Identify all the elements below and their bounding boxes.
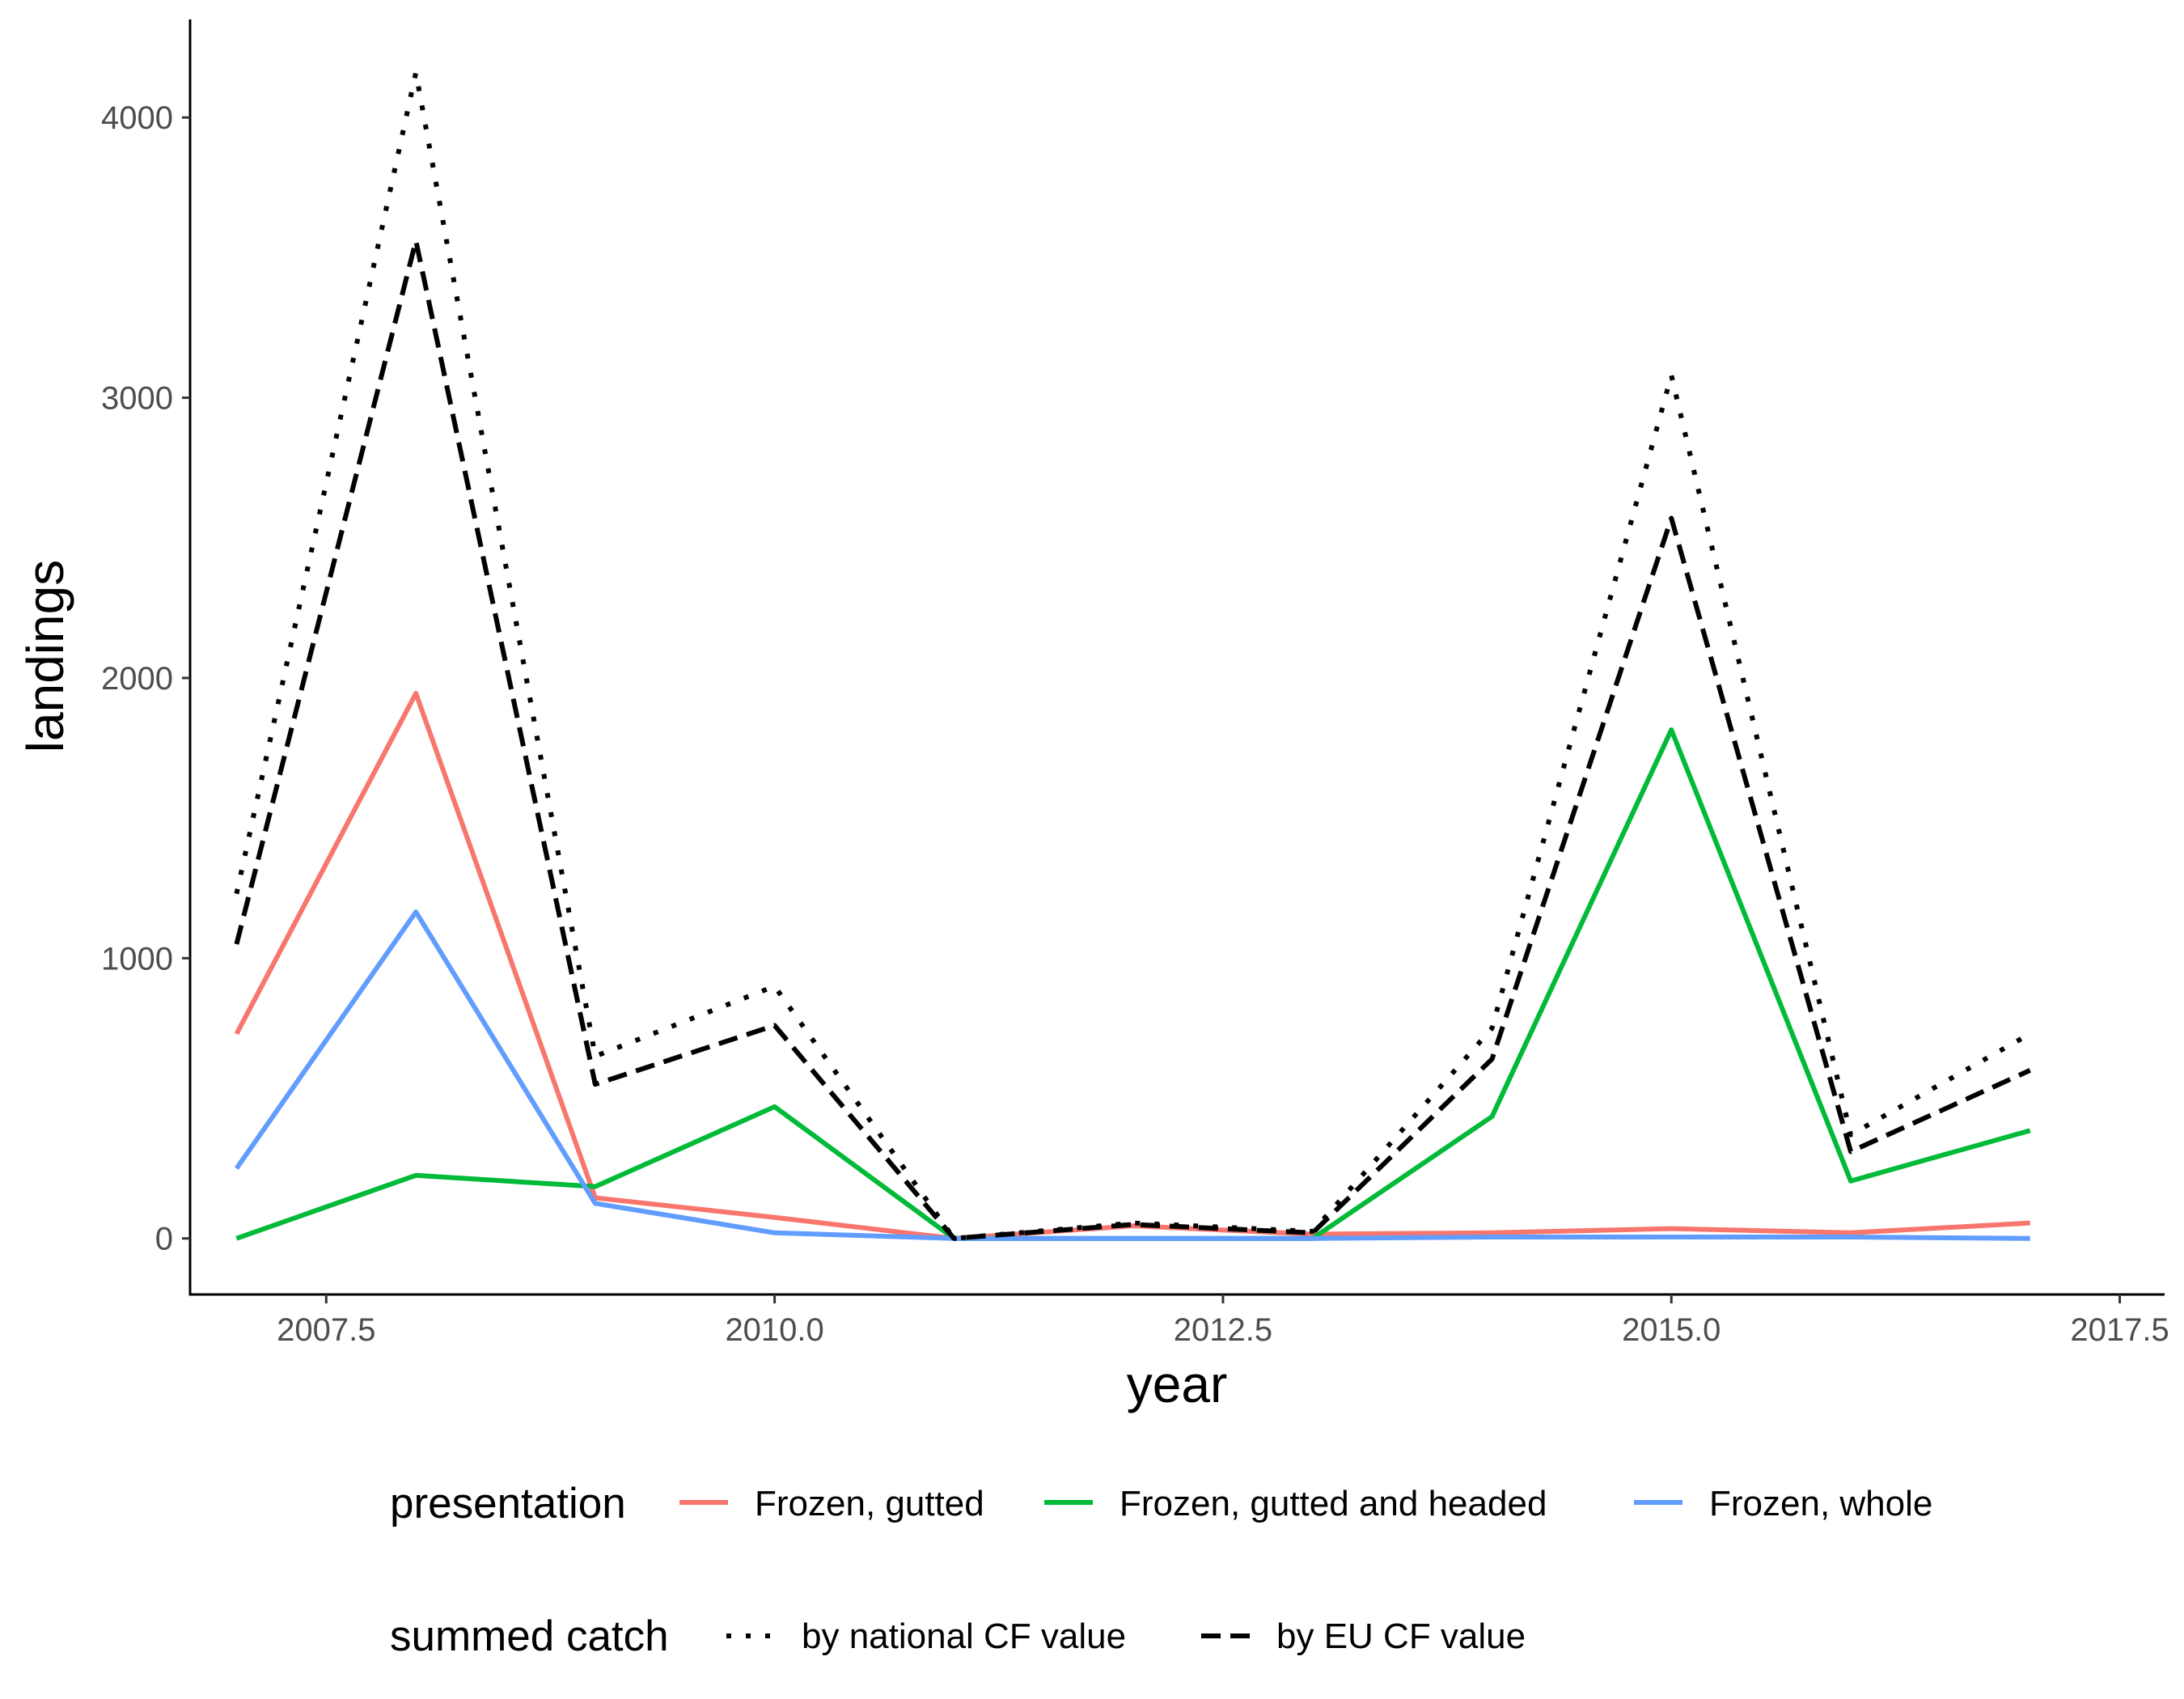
- x-tick-label: 2010.0: [725, 1312, 823, 1348]
- legend-label-frozen-gutted: Frozen, gutted: [755, 1484, 984, 1523]
- y-ticks: 0 1000 2000 3000 4000: [101, 100, 190, 1257]
- x-axis-title: year: [1127, 1355, 1228, 1413]
- y-tick-label: 1000: [101, 941, 173, 977]
- x-tick-label: 2017.5: [2070, 1312, 2169, 1348]
- legend-label-frozen-whole: Frozen, whole: [1709, 1484, 1932, 1523]
- series-line-frozen-gutted-and-headed: [235, 727, 2031, 1241]
- x-tick-label: 2012.5: [1174, 1312, 1272, 1348]
- legend-title-summed-catch: summed catch: [390, 1612, 669, 1660]
- y-tick-label: 0: [155, 1222, 173, 1257]
- legend-label-eu-cf: by EU CF value: [1276, 1616, 1526, 1656]
- legend-label-frozen-gutted-and-headed: Frozen, gutted and headed: [1120, 1484, 1547, 1523]
- y-tick-label: 2000: [101, 661, 173, 697]
- series-layer: [234, 70, 2032, 1241]
- x-tick-label: 2007.5: [277, 1312, 375, 1348]
- legend-title-presentation: presentation: [390, 1480, 626, 1527]
- y-tick-label: 3000: [101, 381, 173, 417]
- x-ticks: 2007.5 2010.0 2012.5 2015.0 2017.5: [277, 1294, 2169, 1348]
- legend-summed-catch: summed catch by national CF value by EU …: [390, 1612, 1526, 1660]
- axes: [188, 19, 2165, 1296]
- x-tick-label: 2015.0: [1622, 1312, 1721, 1348]
- y-axis-title: landings: [16, 560, 74, 752]
- series-line-by-eu-cf-value: [234, 238, 2031, 1241]
- legend-presentation: presentation Frozen, gutted Frozen, gutt…: [390, 1480, 1932, 1527]
- y-tick-label: 4000: [101, 100, 173, 136]
- series-line-frozen-gutted: [234, 691, 2030, 1241]
- series-line-frozen-whole: [234, 909, 2030, 1241]
- legend-label-national-cf: by national CF value: [802, 1616, 1126, 1656]
